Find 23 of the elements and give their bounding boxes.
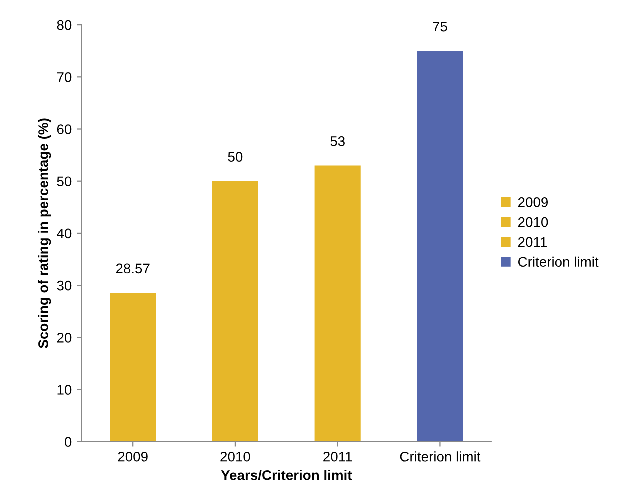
y-tick-label: 80	[57, 20, 72, 30]
y-axis-title: Scoring of rating in percentage (%)	[38, 118, 52, 348]
y-tick-label: 50	[57, 176, 72, 187]
y-tick-label: 0	[64, 437, 72, 448]
x-tick-label: 2010	[220, 452, 250, 462]
data-label: 50	[228, 152, 243, 162]
y-tick-label: 30	[57, 280, 72, 291]
y-tick-label: 70	[57, 72, 72, 82]
legend-label: Criterion limit	[518, 256, 599, 268]
data-label: 53	[330, 136, 345, 146]
x-tick-label: 2011	[324, 452, 352, 462]
y-tick-label: 20	[57, 333, 72, 343]
data-label: 75	[433, 22, 448, 32]
legend-label: 2009	[518, 198, 548, 208]
x-tick-label: Criterion limit	[400, 452, 481, 462]
y-tick-label: 10	[58, 385, 72, 395]
legend-label: 2010	[518, 217, 548, 228]
y-tick-label: 60	[57, 124, 72, 134]
x-tick-label: 2009	[118, 452, 148, 462]
y-tick-label: 40	[57, 228, 72, 239]
data-label: 28.57	[116, 264, 150, 274]
legend-label: 2011	[518, 237, 547, 248]
x-axis-title: Years/Criterion limit	[221, 470, 352, 480]
